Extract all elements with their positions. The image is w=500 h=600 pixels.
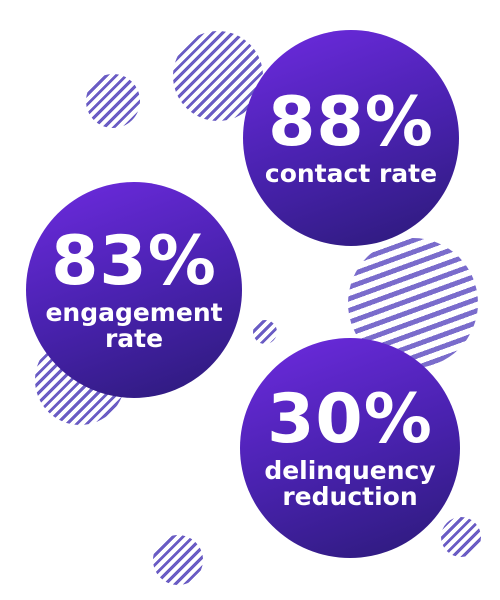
stat-value: 88%	[268, 82, 434, 162]
decor-circle	[153, 535, 203, 585]
stat-circle: 83% engagement rate	[26, 182, 242, 398]
stat-label: contact rate	[264, 158, 438, 188]
stat-label: engagement rate	[45, 297, 223, 353]
decor-circle	[253, 320, 277, 344]
stat-value: 83%	[51, 221, 217, 301]
stat-circle: 30% delinquency reduction	[240, 338, 460, 558]
stat-value: 30%	[267, 379, 433, 459]
stat-circle: 88% contact rate	[243, 30, 459, 246]
stat-label: delinquency reduction	[264, 455, 436, 511]
decor-circle	[86, 74, 140, 128]
decor-circle	[441, 517, 481, 557]
